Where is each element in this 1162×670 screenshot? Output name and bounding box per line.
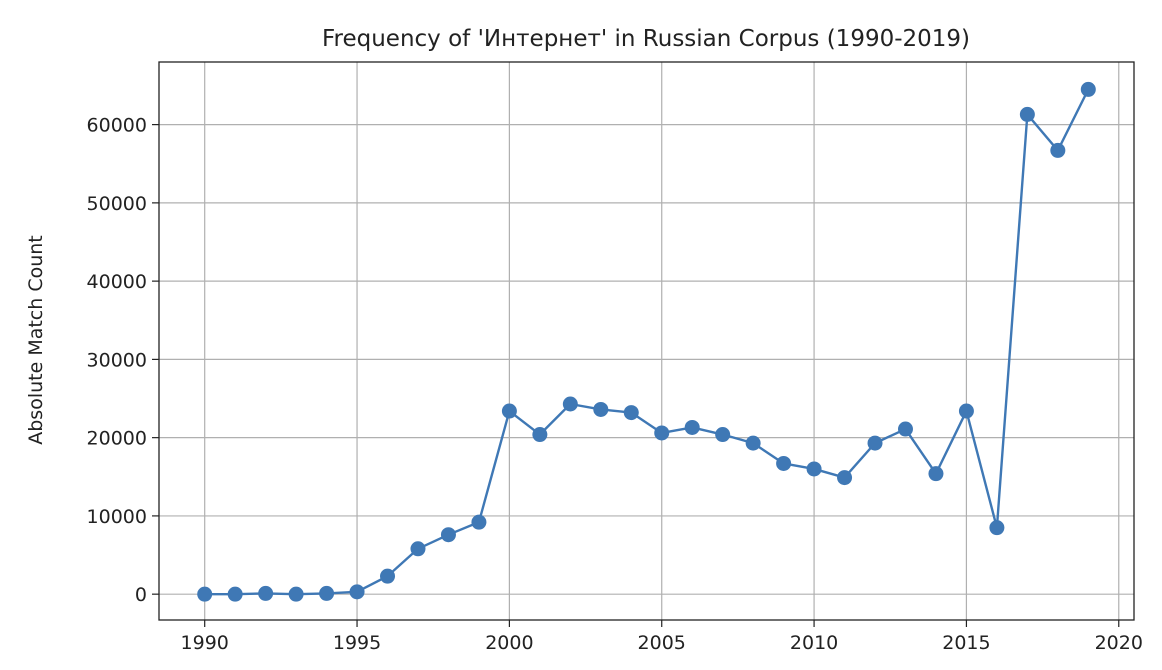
x-tick-label: 2015	[942, 632, 990, 654]
data-point	[288, 586, 304, 602]
x-tick-label: 2000	[485, 632, 533, 654]
x-tick-label: 2010	[790, 632, 838, 654]
data-point	[745, 435, 761, 451]
data-point	[837, 470, 853, 486]
data-point	[593, 401, 609, 417]
grid	[159, 62, 1134, 620]
data-point	[562, 396, 578, 412]
x-tick-label: 2005	[638, 632, 686, 654]
data-point	[319, 585, 335, 601]
data-point	[1050, 142, 1066, 158]
data-point	[258, 585, 274, 601]
y-tick-label: 20000	[87, 428, 147, 450]
y-tick-label: 60000	[87, 115, 147, 137]
data-point	[227, 586, 243, 602]
y-axis-label: Absolute Match Count	[25, 235, 47, 445]
data-point	[654, 425, 670, 441]
data-point	[806, 461, 822, 477]
y-tick-label: 10000	[87, 506, 147, 528]
chart-title: Frequency of 'Интернет' in Russian Corpu…	[322, 26, 970, 52]
data-point	[1080, 81, 1096, 97]
data-point	[1019, 106, 1035, 122]
x-tick-label: 1990	[181, 632, 229, 654]
y-tick-label: 50000	[87, 193, 147, 215]
x-tick-label: 2020	[1095, 632, 1143, 654]
data-point	[684, 419, 700, 435]
data-point	[715, 427, 731, 443]
data-point	[349, 584, 365, 600]
axis-ticks: 1990 1995 2000 2005 2010 2015 2020 0 10000 20000 3…	[87, 115, 1143, 654]
data-point	[532, 427, 548, 443]
data-point	[440, 527, 456, 543]
data-point	[958, 403, 974, 419]
x-tick-label: 1995	[333, 632, 381, 654]
y-tick-label: 40000	[87, 271, 147, 293]
data-point	[471, 514, 487, 530]
data-point	[380, 568, 396, 584]
data-point	[410, 541, 426, 557]
y-tick-label: 0	[135, 584, 147, 606]
data-point	[897, 421, 913, 437]
y-tick-label: 30000	[87, 349, 147, 371]
data-point	[501, 403, 517, 419]
data-point	[623, 405, 639, 421]
data-point	[197, 586, 213, 602]
data-point	[989, 520, 1005, 536]
plot-frame	[158, 61, 1135, 621]
series-line-group	[197, 81, 1096, 602]
series-line	[204, 88, 1090, 596]
data-point	[867, 435, 883, 451]
data-point	[776, 455, 792, 471]
data-point	[928, 466, 944, 482]
